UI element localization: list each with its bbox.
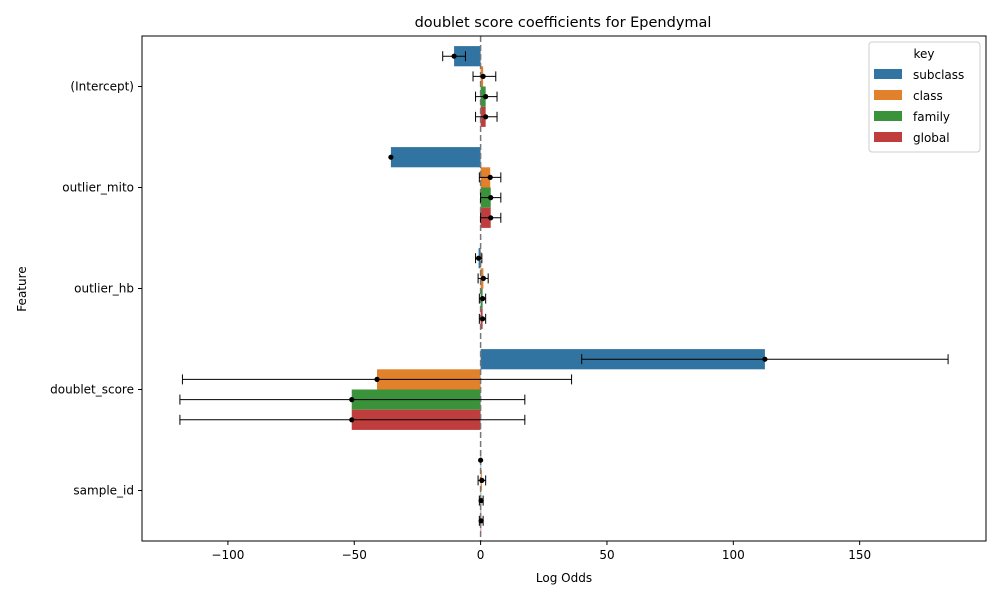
point-global-3 — [349, 417, 355, 423]
x-axis-label: Log Odds — [536, 571, 592, 585]
point-family-0 — [483, 94, 489, 100]
legend: key subclass class family global — [868, 41, 981, 153]
legend-swatch-class — [874, 90, 902, 100]
plot-area — [179, 36, 949, 541]
y-tick-label: sample_id — [73, 484, 134, 498]
point-class-1 — [487, 174, 493, 180]
y-tick-label: doublet_score — [50, 383, 134, 397]
point-family-1 — [488, 195, 494, 201]
legend-label-global: global — [913, 131, 950, 145]
x-tick-label: 100 — [722, 548, 745, 562]
x-axis: −100 −50 0 50 100 150 — [211, 541, 871, 562]
chart-title: doublet score coefficients for Ependymal — [415, 15, 712, 31]
y-tick-label: outlier_hb — [74, 282, 134, 296]
point-global-4 — [478, 518, 484, 524]
point-subclass-3 — [762, 356, 768, 362]
bar-subclass-1 — [390, 147, 481, 168]
point-subclass-0 — [451, 53, 457, 59]
legend-label-class: class — [913, 89, 943, 103]
x-tick-label: −50 — [342, 548, 367, 562]
x-tick-label: 0 — [477, 548, 485, 562]
point-global-1 — [488, 215, 494, 221]
bar-subclass-0 — [454, 46, 481, 67]
y-tick-label: (Intercept) — [70, 80, 134, 94]
legend-swatch-global — [874, 132, 902, 142]
point-subclass-1 — [388, 154, 394, 160]
y-axis-label: Feature — [15, 266, 29, 311]
point-subclass-4 — [478, 457, 484, 463]
point-subclass-2 — [475, 255, 482, 261]
x-tick-label: −100 — [211, 548, 244, 562]
legend-swatch-family — [874, 111, 902, 121]
point-family-3 — [349, 397, 355, 403]
x-tick-label: 150 — [848, 548, 871, 562]
point-global-0 — [483, 114, 489, 120]
legend-label-family: family — [913, 110, 950, 124]
point-global-2 — [480, 316, 486, 322]
legend-title: key — [913, 47, 934, 61]
y-tick-label: outlier_mito — [62, 181, 134, 195]
point-class-4 — [479, 477, 485, 483]
legend-swatch-subclass — [874, 69, 902, 79]
point-class-2 — [480, 275, 486, 281]
point-class-0 — [480, 73, 486, 79]
point-family-4 — [478, 498, 484, 504]
point-class-3 — [374, 376, 380, 382]
legend-label-subclass: subclass — [913, 68, 964, 82]
y-axis: (Intercept) outlier_mito outlier_hbdoublet… — [50, 80, 142, 498]
x-tick-label: 50 — [599, 548, 614, 562]
point-family-2 — [480, 296, 486, 302]
